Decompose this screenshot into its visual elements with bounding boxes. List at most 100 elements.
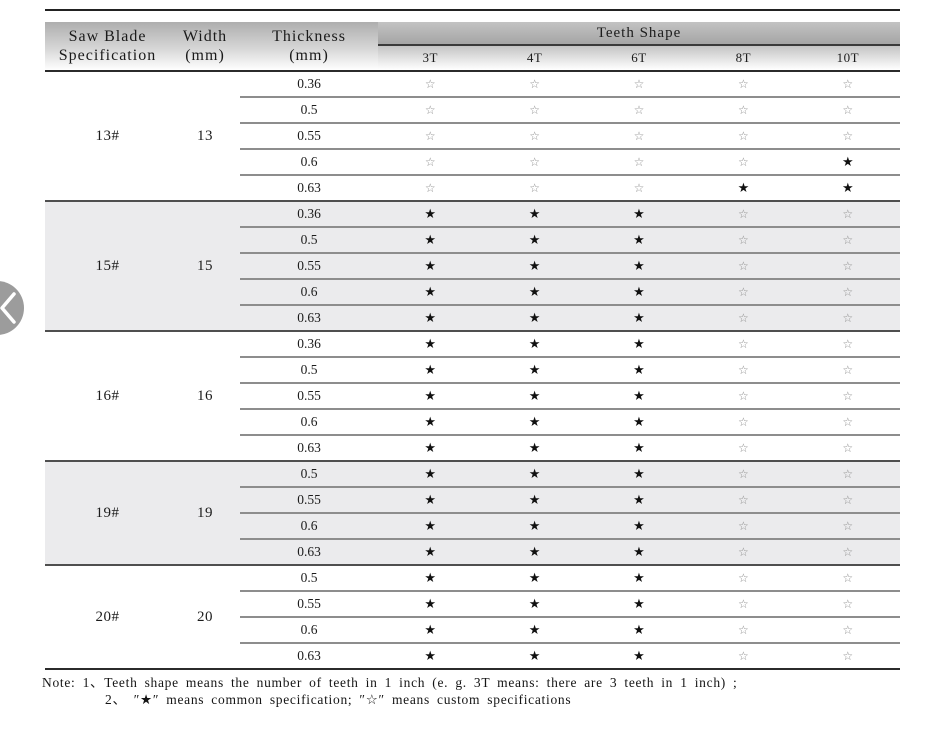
thickness-row: 0.63 ★ ★ ★ ☆ ☆ bbox=[240, 434, 900, 460]
thickness-value: 0.5 bbox=[300, 102, 318, 117]
thickness-row: 0.55 ★ ★ ★ ☆ ☆ bbox=[240, 486, 900, 512]
custom-star-icon: ☆ bbox=[738, 259, 749, 273]
custom-star-icon: ☆ bbox=[842, 207, 854, 221]
common-star-icon: ★ bbox=[424, 284, 437, 300]
custom-star-icon: ☆ bbox=[424, 129, 436, 143]
custom-star-icon: ☆ bbox=[738, 363, 749, 377]
common-star-icon: ★ bbox=[633, 232, 645, 248]
custom-star-icon: ☆ bbox=[633, 103, 645, 117]
custom-star-icon: ☆ bbox=[633, 181, 645, 195]
thickness-row: 0.36 ☆ ☆ ☆ ☆ ☆ bbox=[240, 72, 900, 96]
thickness-row: 0.5 ★ ★ ★ ☆ ☆ bbox=[240, 462, 900, 486]
thickness-value: 0.55 bbox=[297, 492, 321, 507]
note-line2-text: 2、 ″★″ means common specification; ″☆″ m… bbox=[105, 692, 572, 707]
custom-star-icon: ☆ bbox=[738, 311, 749, 325]
thickness-row: 0.6 ★ ★ ★ ☆ ☆ bbox=[240, 278, 900, 304]
custom-star-icon: ☆ bbox=[842, 259, 854, 273]
header-teeth-columns: 3T 4T 6T 8T 10T bbox=[378, 46, 900, 70]
custom-star-icon: ☆ bbox=[842, 311, 854, 325]
custom-star-icon: ☆ bbox=[529, 129, 540, 143]
common-star-icon: ★ bbox=[528, 596, 541, 612]
common-star-icon: ★ bbox=[424, 388, 437, 404]
thickness-value: 0.63 bbox=[297, 310, 321, 325]
header-width-line2: (mm) bbox=[185, 47, 225, 64]
spec-group-15: 15# 15 0.36 ★ ★ ★ ☆ ☆ 0.5 ★ ★ ★ ☆ ☆ 0.55 ★ ★ ★ ☆ ☆ 0.6 ★ ★ ★ ☆ ☆ 0… bbox=[45, 200, 900, 330]
custom-star-icon: ☆ bbox=[738, 519, 749, 533]
thickness-value: 0.6 bbox=[300, 622, 318, 637]
custom-star-icon: ☆ bbox=[842, 233, 854, 247]
thickness-rows: 0.36 ★ ★ ★ ☆ ☆ 0.5 ★ ★ ★ ☆ ☆ 0.55 ★ ★ ★ ☆ ☆ 0.6 ★ ★ ★ ☆ ☆ 0.63 ★ ★… bbox=[240, 332, 900, 460]
custom-star-icon: ☆ bbox=[738, 207, 749, 221]
common-star-icon: ★ bbox=[528, 284, 541, 300]
thickness-row: 0.36 ★ ★ ★ ☆ ☆ bbox=[240, 332, 900, 356]
header-spec-line1: Saw Blade bbox=[68, 28, 147, 45]
thickness-value: 0.5 bbox=[300, 466, 318, 481]
common-star-icon: ★ bbox=[424, 518, 437, 534]
custom-star-icon: ☆ bbox=[738, 441, 749, 455]
custom-star-icon: ☆ bbox=[738, 649, 749, 663]
common-star-icon: ★ bbox=[528, 310, 541, 326]
custom-star-icon: ☆ bbox=[842, 597, 854, 611]
spec-sheet: Saw Blade Specification Width (mm) Thick… bbox=[45, 9, 900, 670]
header-col-8t: 8T bbox=[735, 50, 752, 65]
thickness-row: 0.6 ★ ★ ★ ☆ ☆ bbox=[240, 512, 900, 538]
chevron-left-icon bbox=[0, 292, 16, 324]
thickness-rows: 0.5 ★ ★ ★ ☆ ☆ 0.55 ★ ★ ★ ☆ ☆ 0.6 ★ ★ ★ ☆ ☆ 0.63 ★ ★ ★ ☆ ☆ bbox=[240, 566, 900, 668]
thickness-row: 0.55 ★ ★ ★ ☆ ☆ bbox=[240, 590, 900, 616]
common-star-icon: ★ bbox=[528, 544, 541, 560]
custom-star-icon: ☆ bbox=[842, 649, 854, 663]
custom-star-icon: ☆ bbox=[842, 623, 854, 637]
width-value: 15 bbox=[197, 257, 213, 274]
note-line-2: 2、 ″★″ means common specification; ″☆″ m… bbox=[42, 691, 912, 708]
common-star-icon: ★ bbox=[633, 414, 645, 430]
common-star-icon: ★ bbox=[633, 648, 645, 664]
thickness-value: 0.55 bbox=[297, 596, 321, 611]
custom-star-icon: ☆ bbox=[738, 337, 749, 351]
thickness-value: 0.36 bbox=[297, 336, 321, 351]
custom-star-icon: ☆ bbox=[842, 441, 854, 455]
note: Note: 1、Teeth shape means the number of … bbox=[42, 674, 912, 708]
common-star-icon: ★ bbox=[528, 648, 541, 664]
custom-star-icon: ☆ bbox=[633, 77, 645, 91]
custom-star-icon: ☆ bbox=[633, 155, 645, 169]
common-star-icon: ★ bbox=[424, 492, 437, 508]
header-saw-blade-specification: Saw Blade Specification bbox=[45, 22, 170, 70]
top-rule bbox=[45, 9, 900, 11]
thickness-row: 0.6 ★ ★ ★ ☆ ☆ bbox=[240, 616, 900, 642]
header-thickness-line1: Thickness bbox=[272, 28, 346, 45]
thickness-value: 0.63 bbox=[297, 648, 321, 663]
common-star-icon: ★ bbox=[424, 206, 437, 222]
carousel-prev-button[interactable] bbox=[0, 281, 24, 335]
common-star-icon: ★ bbox=[841, 154, 854, 170]
common-star-icon: ★ bbox=[737, 180, 750, 196]
custom-star-icon: ☆ bbox=[529, 155, 540, 169]
common-star-icon: ★ bbox=[528, 258, 541, 274]
spec-label: 15# bbox=[95, 257, 120, 274]
common-star-icon: ★ bbox=[633, 518, 645, 534]
custom-star-icon: ☆ bbox=[842, 285, 854, 299]
common-star-icon: ★ bbox=[424, 414, 437, 430]
common-star-icon: ★ bbox=[633, 492, 645, 508]
header-col-6t: 6T bbox=[631, 50, 647, 65]
custom-star-icon: ☆ bbox=[738, 467, 749, 481]
thickness-row: 0.5 ☆ ☆ ☆ ☆ ☆ bbox=[240, 96, 900, 122]
thickness-row: 0.63 ★ ★ ★ ☆ ☆ bbox=[240, 304, 900, 330]
thickness-row: 0.6 ☆ ☆ ☆ ☆ ★ bbox=[240, 148, 900, 174]
width-value: 20 bbox=[197, 608, 213, 625]
custom-star-icon: ☆ bbox=[738, 103, 749, 117]
common-star-icon: ★ bbox=[841, 180, 854, 196]
header-thickness: Thickness (mm) bbox=[240, 22, 378, 70]
common-star-icon: ★ bbox=[528, 570, 541, 586]
thickness-value: 0.6 bbox=[300, 154, 318, 169]
common-star-icon: ★ bbox=[633, 284, 645, 300]
custom-star-icon: ☆ bbox=[738, 233, 749, 247]
width-value: 19 bbox=[197, 504, 213, 521]
common-star-icon: ★ bbox=[424, 310, 437, 326]
common-star-icon: ★ bbox=[633, 570, 645, 586]
thickness-row: 0.5 ★ ★ ★ ☆ ☆ bbox=[240, 566, 900, 590]
custom-star-icon: ☆ bbox=[842, 337, 854, 351]
common-star-icon: ★ bbox=[424, 622, 437, 638]
common-star-icon: ★ bbox=[633, 596, 645, 612]
thickness-value: 0.5 bbox=[300, 232, 318, 247]
common-star-icon: ★ bbox=[424, 336, 437, 352]
